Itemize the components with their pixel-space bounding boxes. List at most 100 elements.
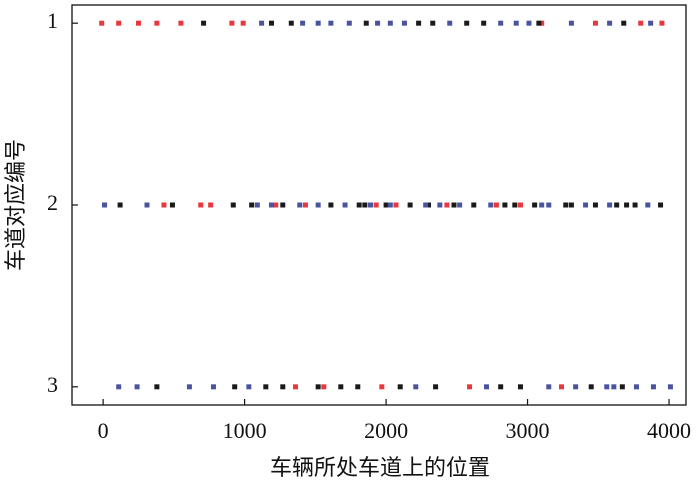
point xyxy=(99,20,105,26)
point xyxy=(387,20,393,26)
point xyxy=(638,20,644,26)
point xyxy=(401,20,407,26)
point xyxy=(293,384,299,390)
point xyxy=(268,20,274,26)
x-tick-label: 4000 xyxy=(647,418,691,443)
point xyxy=(259,20,265,26)
point xyxy=(208,202,214,208)
point xyxy=(650,384,656,390)
point xyxy=(280,202,286,208)
point xyxy=(302,202,308,208)
point xyxy=(362,202,368,208)
point xyxy=(315,20,321,26)
point xyxy=(154,384,160,390)
point xyxy=(240,20,246,26)
point xyxy=(488,202,494,208)
point xyxy=(512,202,518,208)
point xyxy=(624,202,630,208)
point xyxy=(407,202,413,208)
point xyxy=(342,202,348,208)
point xyxy=(484,384,490,390)
point xyxy=(300,20,306,26)
point xyxy=(539,202,545,208)
point xyxy=(611,384,617,390)
x-tick-label: 0 xyxy=(98,418,109,443)
point xyxy=(416,20,422,26)
point xyxy=(471,202,477,208)
point xyxy=(338,384,344,390)
point xyxy=(321,384,327,390)
point xyxy=(268,202,274,208)
point xyxy=(368,202,374,208)
point xyxy=(387,202,393,208)
point xyxy=(363,20,369,26)
point xyxy=(355,384,361,390)
point xyxy=(135,20,141,26)
point xyxy=(201,20,207,26)
point xyxy=(568,202,574,208)
point xyxy=(154,20,160,26)
point xyxy=(328,202,334,208)
point xyxy=(467,384,473,390)
point xyxy=(230,202,236,208)
point xyxy=(288,20,294,26)
point xyxy=(632,202,638,208)
point xyxy=(493,202,499,208)
point xyxy=(423,202,429,208)
point xyxy=(502,202,508,208)
point xyxy=(169,202,175,208)
y-axis-label: 车道对应编号 xyxy=(3,139,28,271)
point xyxy=(186,384,192,390)
point xyxy=(559,384,565,390)
point xyxy=(249,202,255,208)
point xyxy=(457,202,463,208)
point xyxy=(178,20,184,26)
x-axis-label: 车辆所处车道上的位置 xyxy=(270,455,490,480)
point xyxy=(393,202,399,208)
point xyxy=(102,202,108,208)
point xyxy=(498,384,504,390)
point xyxy=(588,384,594,390)
point xyxy=(667,384,673,390)
point xyxy=(232,384,238,390)
point xyxy=(116,384,122,390)
point xyxy=(532,202,538,208)
point xyxy=(379,384,385,390)
point xyxy=(604,384,610,390)
point xyxy=(117,202,123,208)
point xyxy=(536,20,542,26)
x-tick-label: 2000 xyxy=(364,418,408,443)
x-tick-label: 1000 xyxy=(223,418,267,443)
point xyxy=(315,202,321,208)
point xyxy=(498,20,504,26)
point xyxy=(254,202,260,208)
point xyxy=(161,202,167,208)
point xyxy=(633,384,639,390)
point xyxy=(447,20,453,26)
point xyxy=(134,384,140,390)
point xyxy=(546,202,552,208)
point xyxy=(592,20,598,26)
point xyxy=(464,20,470,26)
point xyxy=(621,20,627,26)
point xyxy=(451,202,457,208)
point xyxy=(648,20,654,26)
point xyxy=(592,202,598,208)
x-tick-label: 3000 xyxy=(506,418,550,443)
point xyxy=(280,384,286,390)
point xyxy=(328,20,334,26)
point xyxy=(645,202,651,208)
point xyxy=(614,202,620,208)
point xyxy=(356,202,362,208)
point xyxy=(346,20,352,26)
y-tick-label: 3 xyxy=(47,372,58,397)
point xyxy=(397,384,403,390)
point xyxy=(198,202,204,208)
point xyxy=(481,20,487,26)
point xyxy=(607,20,613,26)
point xyxy=(413,384,419,390)
point xyxy=(433,384,439,390)
point xyxy=(573,384,579,390)
